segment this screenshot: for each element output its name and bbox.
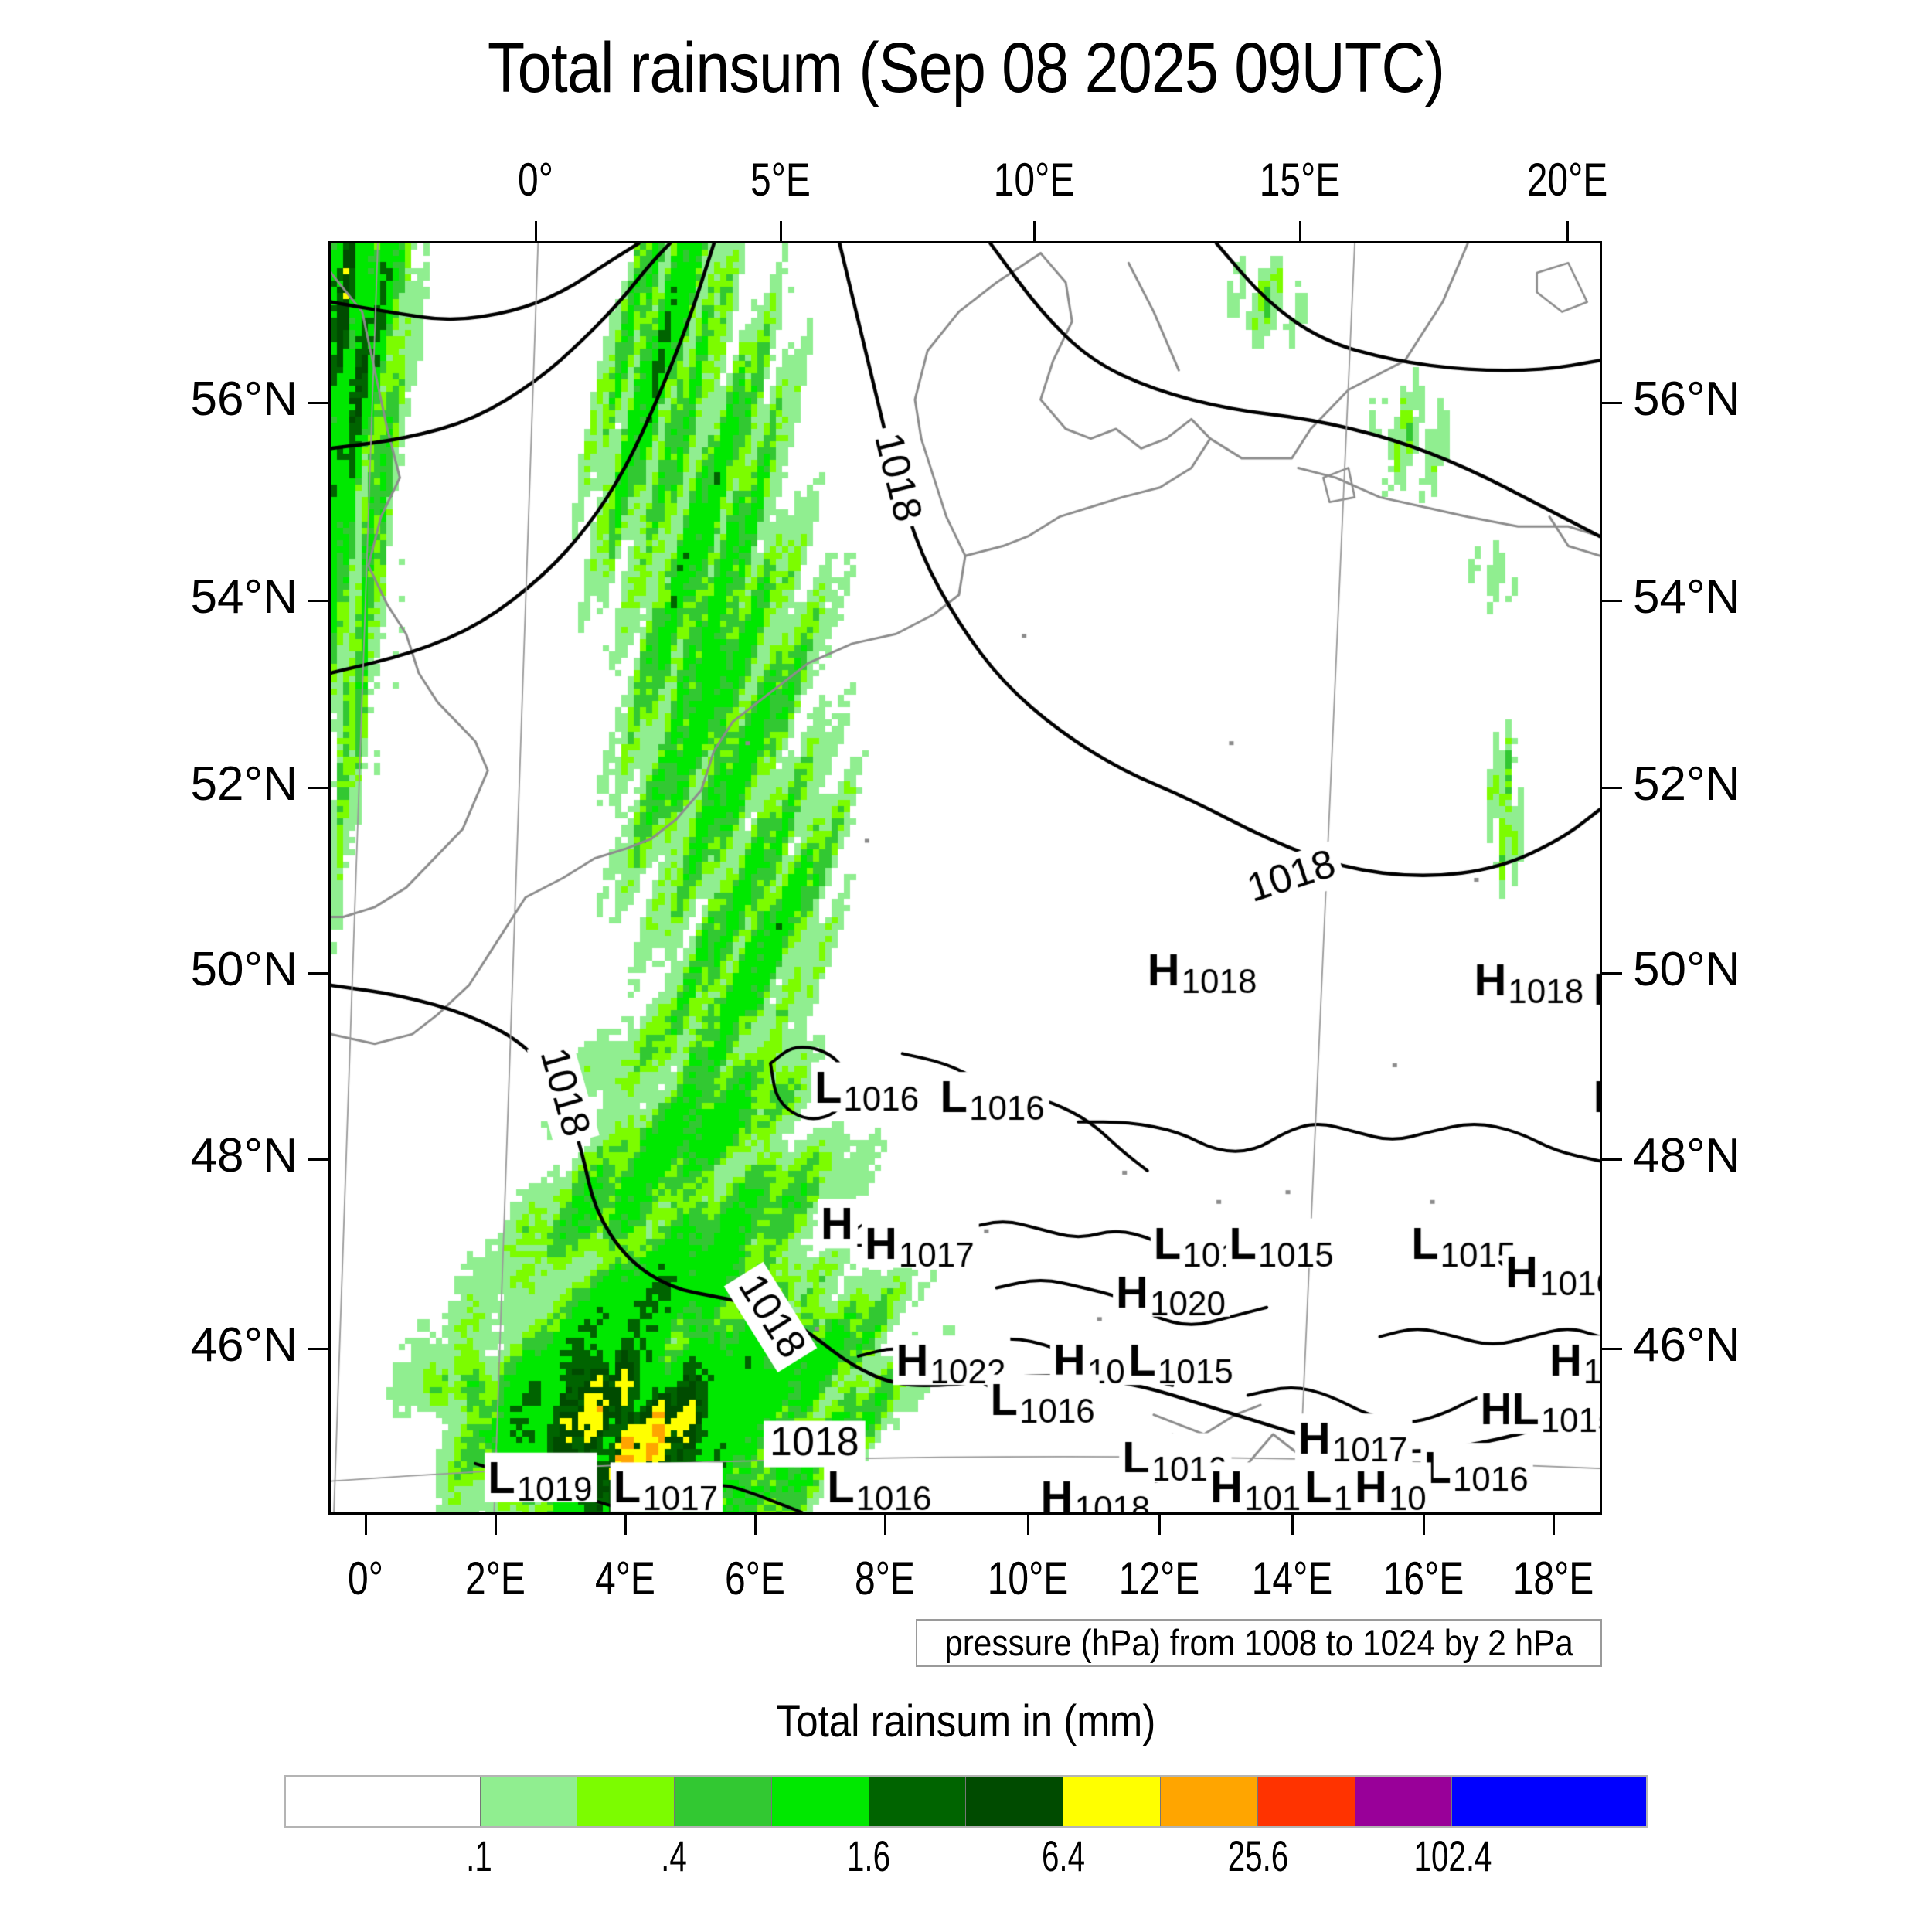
colorbar-cell (577, 1777, 675, 1826)
axis-label-lon-bottom: 6°E (725, 1553, 785, 1604)
tick-lat-left (308, 1348, 328, 1350)
axis-label-lat-left: 54°N (190, 570, 298, 624)
tick-lat-left (308, 972, 328, 975)
axis-label-lon-top: 15°E (1259, 154, 1341, 206)
axis-label-lon-top: 5°E (750, 154, 811, 206)
tick-lat-right (1602, 787, 1622, 789)
tick-lon-top (1566, 221, 1569, 241)
tick-lat-left (308, 1158, 328, 1161)
tick-lon-top (780, 221, 782, 241)
tick-lon-top (1299, 221, 1301, 241)
tick-lon-bottom (754, 1515, 757, 1535)
colorbar-cell (869, 1777, 967, 1826)
colorbar (284, 1775, 1648, 1828)
axis-label-lat-left: 46°N (190, 1318, 298, 1372)
axis-label-lat-right: 52°N (1633, 757, 1740, 811)
colorbar-cell (1257, 1777, 1355, 1826)
tick-lat-right (1602, 600, 1622, 602)
axis-label-lon-bottom: 14°E (1251, 1553, 1333, 1604)
axis-label-lat-right: 56°N (1633, 372, 1740, 426)
tick-lat-right (1602, 972, 1622, 975)
tick-lon-bottom (624, 1515, 627, 1535)
tick-lon-bottom (495, 1515, 497, 1535)
axis-label-lat-left: 50°N (190, 943, 298, 996)
axis-label-lon-bottom: 16°E (1383, 1553, 1464, 1604)
tick-lon-bottom (1027, 1515, 1029, 1535)
axis-label-lon-bottom: 0° (348, 1553, 383, 1604)
colorbar-cell (1063, 1777, 1162, 1826)
colorbar-cell (1355, 1777, 1453, 1826)
axis-label-lat-right: 48°N (1633, 1129, 1740, 1182)
axis-label-lon-top: 10°E (993, 154, 1075, 206)
page-title: Total rainsum (Sep 08 2025 09UTC) (487, 29, 1445, 107)
pressure-legend-box: pressure (hPa) from 1008 to 1024 by 2 hP… (916, 1619, 1602, 1667)
axis-label-lat-left: 52°N (190, 757, 298, 811)
axis-label-lon-bottom: 10°E (987, 1553, 1069, 1604)
axis-label-lon-bottom: 12°E (1118, 1553, 1200, 1604)
axis-label-lon-bottom: 18°E (1512, 1553, 1594, 1604)
colorbar-cell (1549, 1777, 1646, 1826)
tick-lon-bottom (884, 1515, 886, 1535)
colorbar-tick-label: 6.4 (1041, 1832, 1086, 1880)
tick-lat-right (1602, 402, 1622, 404)
axis-label-lat-right: 46°N (1633, 1318, 1740, 1372)
axis-label-lon-top: 20°E (1526, 154, 1608, 206)
tick-lon-top (1033, 221, 1036, 241)
axis-label-lon-top: 0° (518, 154, 553, 206)
colorbar-cell (480, 1777, 578, 1826)
axis-label-lat-left: 48°N (190, 1129, 298, 1182)
colorbar-cell (1161, 1777, 1258, 1826)
rain-map-canvas (331, 243, 1600, 1512)
tick-lon-top (535, 221, 537, 241)
colorbar-tick-label: 102.4 (1413, 1832, 1492, 1880)
colorbar-wrap: .1 .4 1.6 6.4 25.6 102.4 (284, 1775, 1648, 1879)
axis-label-lat-right: 50°N (1633, 943, 1740, 996)
tick-lon-bottom (1291, 1515, 1294, 1535)
tick-lon-bottom (1553, 1515, 1555, 1535)
colorbar-cell (675, 1777, 772, 1826)
tick-lat-right (1602, 1158, 1622, 1161)
tick-lon-bottom (1423, 1515, 1425, 1535)
tick-lat-left (308, 787, 328, 789)
axis-label-lon-bottom: 8°E (855, 1553, 915, 1604)
map-plot-area (328, 241, 1602, 1515)
axis-label-lat-right: 54°N (1633, 570, 1740, 624)
colorbar-tick-label: .1 (466, 1832, 492, 1880)
tick-lon-bottom (365, 1515, 367, 1535)
colorbar-cell (286, 1777, 383, 1826)
colorbar-cell (771, 1777, 869, 1826)
colorbar-title: Total rainsum in (mm) (776, 1696, 1156, 1747)
colorbar-cell (383, 1777, 481, 1826)
axis-label-lat-left: 56°N (190, 372, 298, 426)
tick-lon-bottom (1158, 1515, 1161, 1535)
colorbar-tick-label: 25.6 (1227, 1832, 1289, 1880)
tick-lat-left (308, 402, 328, 404)
axis-label-lon-bottom: 4°E (595, 1553, 655, 1604)
pressure-legend-text: pressure (hPa) from 1008 to 1024 by 2 hP… (944, 1622, 1573, 1663)
colorbar-tick-label: .4 (661, 1832, 687, 1880)
colorbar-cell (966, 1777, 1064, 1826)
colorbar-cell (1452, 1777, 1550, 1826)
tick-lat-left (308, 600, 328, 602)
axis-label-lon-bottom: 2°E (465, 1553, 526, 1604)
tick-lat-right (1602, 1348, 1622, 1350)
colorbar-tick-label: 1.6 (846, 1832, 891, 1880)
